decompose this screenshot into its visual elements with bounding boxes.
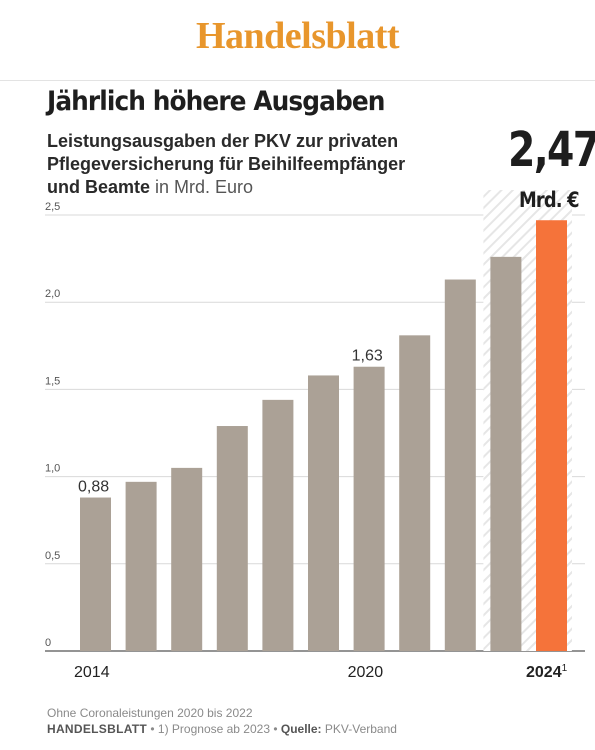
header-divider [0, 80, 595, 81]
x-tick-superscript: 1 [562, 663, 568, 674]
labels: 0 0,5 1,0 1,5 2,0 2,5 0,88 1,63 2014 2020 20241 [45, 201, 568, 681]
bar-2017 [216, 426, 248, 651]
footer-source: PKV-Verband [321, 722, 397, 736]
subtitle-line-2: Pflegeversicherung für Beihilfeempfänger [47, 154, 406, 174]
y-tick-label: 0,5 [45, 550, 60, 562]
y-tick-label: 1,0 [45, 463, 60, 475]
highlight-value: 2,47 [508, 122, 595, 178]
footer-brand: HANDELSBLATT [47, 722, 148, 736]
y-tick-label: 1,5 [45, 375, 60, 387]
data-label: 1,63 [352, 348, 383, 365]
bar-2023 [490, 256, 522, 651]
brand-logo: Handelsblatt [195, 15, 400, 57]
subtitle-line-1: Leistungsausgaben der PKV zur privaten [47, 131, 399, 151]
bar-2021 [399, 335, 431, 651]
footer-source-label: Quelle: [280, 722, 322, 736]
footer-forecast-note: • 1) Prognose ab 2023 • [147, 722, 281, 736]
x-tick-label: 20241 [526, 663, 568, 681]
y-tick-label: 2,0 [45, 288, 60, 300]
bars [80, 220, 567, 651]
subtitle-line-3: und Beamte in Mrd. Euro [47, 176, 487, 199]
y-tick-label: 2,5 [45, 201, 60, 213]
bar-2015 [125, 481, 157, 651]
chart-headline: Jährlich höhere Ausgaben [47, 86, 385, 117]
bar-2018 [262, 399, 294, 651]
bar-2020 [353, 366, 385, 651]
footer-line: HANDELSBLATT • 1) Prognose ab 2023 • Que… [47, 722, 397, 737]
bar-2016 [171, 467, 203, 651]
data-label: 0,88 [78, 479, 109, 496]
y-tick-label: 0 [45, 637, 51, 649]
subtitle-unit: in Mrd. Euro [150, 177, 254, 197]
chart-subtitle: Leistungsausgaben der PKV zur privaten P… [47, 130, 487, 199]
bar-2019 [308, 375, 339, 651]
subtitle-line-3-bold: und Beamte [47, 177, 151, 197]
bar-chart: 0 0,5 1,0 1,5 2,0 2,5 0,88 1,63 2014 2020 20241 [45, 190, 585, 681]
x-tick-label: 2020 [348, 664, 384, 681]
highlight-unit: Mrd. € [519, 188, 580, 212]
bar-2022 [444, 279, 476, 651]
bar-2014 [80, 497, 111, 651]
footnote: Ohne Coronaleistungen 2020 bis 2022 [47, 706, 253, 720]
bar-2024 [536, 220, 567, 651]
x-tick-label: 2014 [74, 664, 110, 681]
